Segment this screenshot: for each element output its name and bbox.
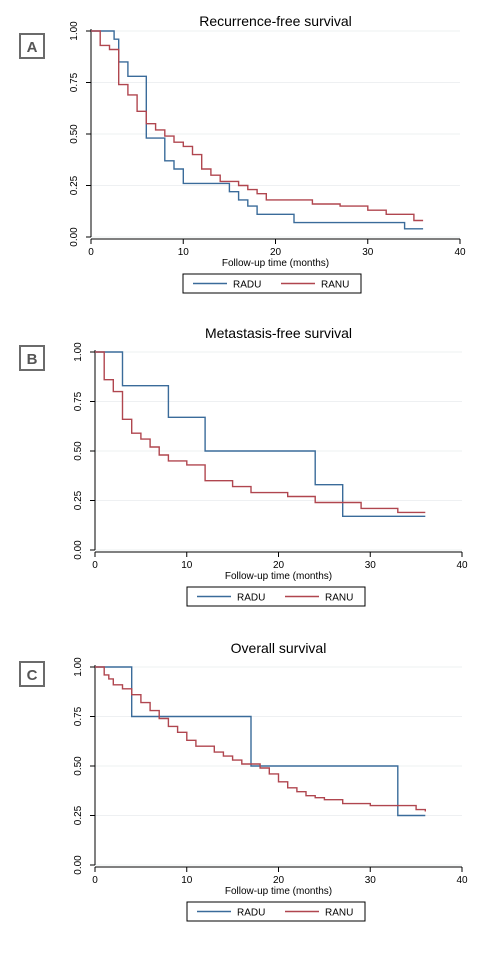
x-tick-label: 40 — [456, 875, 468, 886]
legend-label: RANU — [325, 593, 353, 604]
y-tick-label: 0.25 — [73, 490, 84, 510]
x-tick-label: 40 — [454, 247, 466, 258]
x-tick-label: 0 — [88, 247, 94, 258]
legend — [186, 901, 366, 922]
y-tick-label: 0.00 — [69, 227, 80, 247]
x-tick-label: 40 — [456, 560, 468, 571]
y-tick-label: 1.00 — [73, 342, 84, 362]
panel-label: B — [27, 351, 38, 368]
panel-a: A Recurrence-free survival 0.00 0.25 0.50 0.7… — [19, 13, 466, 294]
series-line-radu — [95, 351, 426, 517]
legend — [182, 273, 362, 294]
legend — [186, 586, 366, 607]
x-tick-label: 10 — [181, 560, 193, 571]
x-tick-label: 30 — [365, 875, 377, 886]
y-tick-label: 1.00 — [69, 21, 80, 41]
panel-badge — [19, 661, 45, 687]
x-tick-label: 30 — [362, 247, 374, 258]
legend-label: RADU — [237, 908, 265, 919]
x-axis-label: Follow-up time (months) — [225, 571, 332, 582]
y-tick-label: 0.50 — [73, 441, 84, 461]
panel-b: B Metastasis-free survival 0.00 0.25 0.50 0.7… — [19, 325, 468, 607]
y-tick-label: 0.50 — [73, 756, 84, 776]
legend-label: RADU — [233, 280, 261, 291]
x-tick-label: 10 — [178, 247, 190, 258]
x-axis-label: Follow-up time (months) — [222, 258, 329, 269]
panel-badge — [19, 33, 45, 59]
x-tick-label: 20 — [270, 247, 282, 258]
series-line-ranu — [95, 666, 426, 812]
series-line-radu — [91, 30, 424, 230]
x-tick-label: 0 — [92, 875, 98, 886]
y-tick-label: 0.25 — [69, 175, 80, 195]
legend-label: RANU — [321, 280, 349, 291]
x-tick-label: 20 — [273, 875, 285, 886]
chart-title: Metastasis-free survival — [205, 325, 352, 341]
x-tick-label: 10 — [181, 875, 193, 886]
x-axis-label: Follow-up time (months) — [225, 886, 332, 897]
legend-label: RANU — [325, 908, 353, 919]
x-tick-label: 30 — [365, 560, 377, 571]
y-tick-label: 0.75 — [73, 391, 84, 411]
y-tick-label: 0.75 — [73, 706, 84, 726]
y-tick-label: 0.00 — [73, 855, 84, 875]
chart-title: Overall survival — [231, 640, 327, 656]
legend-label: RADU — [237, 593, 265, 604]
series-line-ranu — [95, 351, 426, 514]
panel-label: A — [27, 39, 38, 56]
x-tick-label: 0 — [92, 560, 98, 571]
panel-badge — [19, 345, 45, 371]
y-tick-label: 0.50 — [69, 124, 80, 144]
y-tick-label: 0.00 — [73, 540, 84, 560]
y-tick-label: 1.00 — [73, 657, 84, 677]
x-tick-label: 20 — [273, 560, 285, 571]
y-tick-label: 0.75 — [69, 72, 80, 92]
series-line-ranu — [91, 30, 424, 222]
chart-title: Recurrence-free survival — [199, 13, 352, 29]
series-line-radu — [95, 666, 426, 817]
panel-c: C Overall survival 0.00 0.25 0.50 0.75 1.00 0 10… — [19, 640, 468, 922]
y-tick-label: 0.25 — [73, 805, 84, 825]
panel-label: C — [27, 667, 38, 684]
